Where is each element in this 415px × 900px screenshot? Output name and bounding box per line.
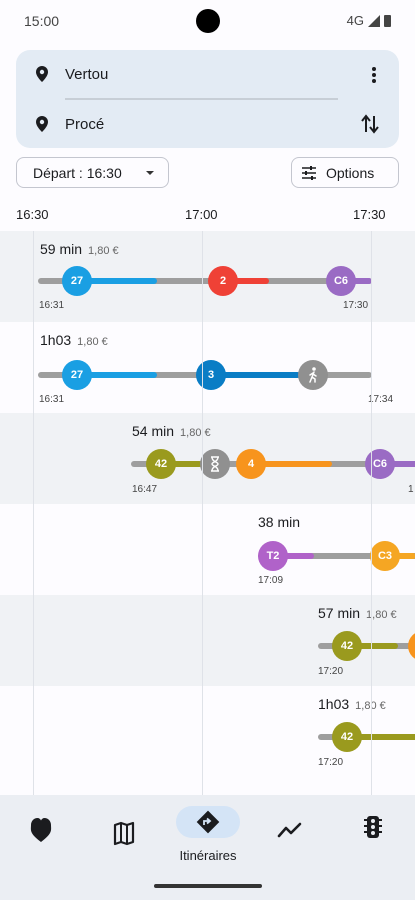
line-badge-t2: T2 [258, 541, 288, 571]
leg-segment-c3 [386, 553, 415, 559]
end-time: 17:30 [343, 300, 369, 311]
line-badge-2: 2 [208, 266, 238, 296]
swap-icon[interactable] [361, 114, 379, 134]
walk-icon [298, 360, 328, 390]
timeline-label-1700: 17:00 [185, 207, 218, 222]
field-divider [65, 98, 338, 100]
itinerary-duration: 1h03 1,80 € [40, 332, 108, 348]
heart-icon[interactable] [11, 807, 71, 867]
signal-icon [368, 14, 380, 27]
itinerary-price: 1,80 € [77, 336, 108, 348]
line-badge-27: 27 [62, 266, 92, 296]
leg-segment-3 [212, 372, 300, 378]
itinerary-row[interactable]: 59 min 1,80 € 27 2 C6 16:31 17:30 [0, 231, 415, 322]
network-type: 4G [346, 13, 364, 28]
itinerary-duration: 38 min [258, 514, 301, 530]
itinerary-duration: 1h03 1,80 € [318, 696, 386, 712]
leg-segment-4 [252, 461, 332, 467]
itinerary-row[interactable]: 1h03 1,80 € 27 3 16:31 17:34 [0, 322, 415, 413]
nav-label-itineraries: Itinéraires [179, 848, 237, 863]
nav-item-itineraries[interactable] [176, 806, 240, 838]
leg-segment-42 [162, 461, 202, 467]
tune-icon [302, 166, 316, 180]
start-time: 16:31 [39, 300, 65, 311]
timeline-label-1730: 17:30 [353, 207, 386, 222]
leg-segment-t2 [274, 553, 314, 559]
itinerary-price: 1,80 € [180, 427, 211, 439]
timeline-track [258, 553, 415, 559]
destination-field[interactable]: Procé [65, 116, 105, 133]
route-search-card: Vertou Procé [16, 50, 399, 148]
start-time: 17:20 [318, 666, 344, 677]
grid-line-1700 [202, 231, 203, 795]
end-time: 17:34 [368, 394, 394, 405]
battery-icon [384, 14, 391, 27]
line-badge-42: 42 [332, 631, 362, 661]
bottom-navigation: Itinéraires [0, 795, 415, 900]
itinerary-duration: 57 min 1,80 € [318, 605, 397, 621]
depart-time-button[interactable]: Départ : 16:30 [16, 157, 169, 188]
origin-field[interactable]: Vertou [65, 66, 109, 83]
end-time: 1 [408, 484, 414, 495]
start-time: 17:09 [258, 575, 284, 586]
options-label: Options [326, 165, 375, 181]
itinerary-row[interactable]: 54 min 1,80 € 42 4 C6 16:47 1 [0, 413, 415, 504]
line-badge-27: 27 [62, 360, 92, 390]
timeline-track [38, 278, 372, 284]
start-time: 16:31 [39, 394, 65, 405]
itinerary-row[interactable]: 1h03 1,80 € 42 17:20 [0, 686, 415, 777]
itinerary-list: 59 min 1,80 € 27 2 C6 16:31 17:30 1h03 1,8… [0, 231, 415, 795]
directions-icon [196, 810, 220, 834]
itinerary-duration: 54 min 1,80 € [132, 423, 211, 439]
itinerary-price: 1,80 € [366, 609, 397, 621]
hourglass-icon [200, 449, 230, 479]
leg-segment-42 [348, 643, 398, 649]
origin-pin-icon [36, 66, 48, 82]
map-icon[interactable] [94, 807, 154, 867]
leg-segment-c6 [381, 461, 415, 467]
line-badge-42: 42 [146, 449, 176, 479]
itinerary-price: 1,80 € [355, 700, 386, 712]
line-badge-c6: C6 [365, 449, 395, 479]
leg-segment-27 [78, 372, 157, 378]
leg-segment-c6 [341, 278, 372, 284]
dropdown-arrow-icon [146, 171, 154, 175]
trend-icon[interactable] [260, 807, 320, 867]
line-badge-c6: C6 [326, 266, 356, 296]
itinerary-row[interactable]: 57 min 1,80 € 42 17:20 [0, 595, 415, 686]
itinerary-price: 1,80 € [88, 245, 119, 257]
status-bar: 15:00 4G [0, 0, 415, 44]
camera-cutout [196, 9, 220, 33]
options-button[interactable]: Options [291, 157, 399, 188]
start-time: 17:20 [318, 757, 344, 768]
destination-pin-icon [36, 116, 48, 132]
grid-line-1730 [371, 231, 372, 795]
home-indicator [154, 884, 262, 888]
line-badge-4: 4 [236, 449, 266, 479]
itinerary-duration: 59 min 1,80 € [40, 241, 119, 257]
grid-line-1630 [33, 231, 34, 795]
itinerary-row[interactable]: 38 min T2 C3 17:09 [0, 504, 415, 595]
timeline-label-1630: 16:30 [16, 207, 49, 222]
leg-segment-2 [223, 278, 269, 284]
line-badge-partial [408, 631, 415, 661]
depart-label: Départ : 16:30 [33, 164, 122, 181]
start-time: 16:47 [132, 484, 158, 495]
line-badge-c3: C3 [370, 541, 400, 571]
traffic-light-icon[interactable] [343, 807, 403, 867]
status-time: 15:00 [24, 13, 60, 29]
line-badge-42: 42 [332, 722, 362, 752]
more-vert-icon[interactable] [371, 66, 377, 84]
line-badge-3: 3 [196, 360, 226, 390]
status-indicators: 4G [347, 13, 391, 28]
leg-segment-42 [348, 734, 415, 740]
leg-segment-27 [78, 278, 157, 284]
